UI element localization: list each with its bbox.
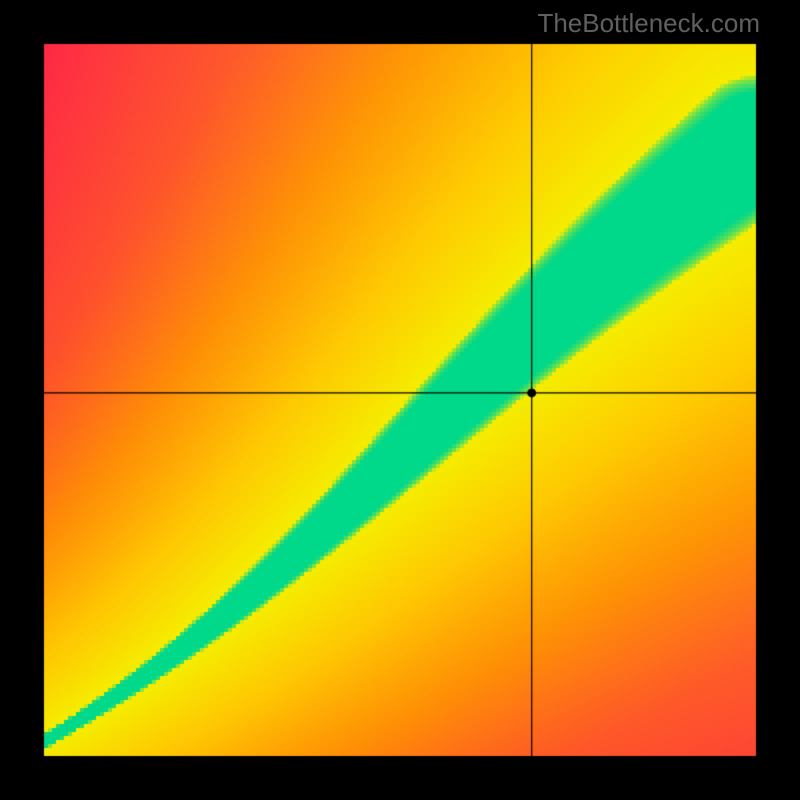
chart-container: TheBottleneck.com bbox=[0, 0, 800, 800]
bottleneck-heatmap bbox=[0, 0, 800, 800]
watermark-text: TheBottleneck.com bbox=[537, 8, 760, 39]
